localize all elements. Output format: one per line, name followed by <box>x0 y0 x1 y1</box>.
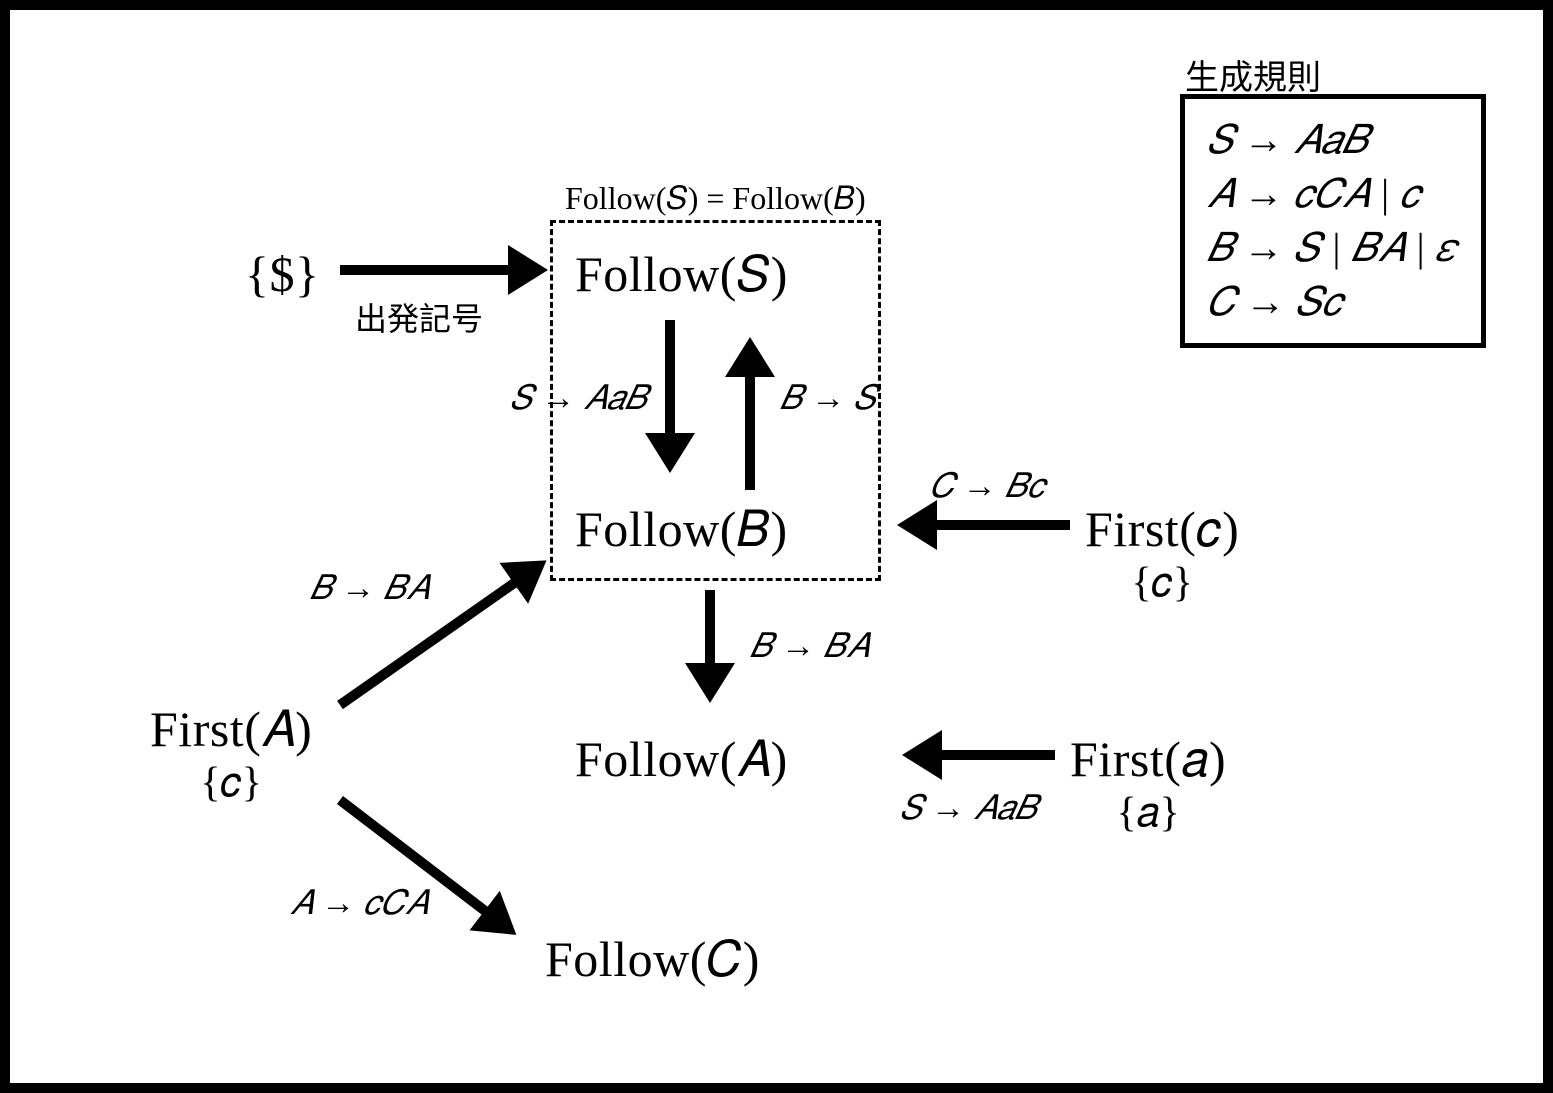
node-first-c-lower-set: {𝑐} <box>1085 559 1239 607</box>
node-follow-b: Follow(𝐵) <box>575 500 788 559</box>
node-follow-s: Follow(𝑆) <box>575 245 788 304</box>
node-first-a-upper: First(𝐴) {𝑐} <box>150 700 312 807</box>
node-first-a-upper-set: {𝑐} <box>150 759 312 807</box>
node-first-a-lower-set: {𝑎} <box>1070 789 1226 837</box>
edge-label-b-to-s: 𝐵 → 𝑆 <box>780 380 876 418</box>
rules-title: 生成規則 <box>1185 50 1321 99</box>
edge-label-firsta-to-a: 𝑆 → 𝐴𝑎𝐵 <box>900 790 1037 828</box>
node-first-c-lower-label: First(𝑐) <box>1085 500 1239 559</box>
node-follow-a: Follow(𝐴) <box>575 730 788 789</box>
edge-label-firstc-to-b: 𝐶 → 𝐵𝑐 <box>930 468 1045 506</box>
diagram-frame: 生成規則 𝑆 → 𝐴𝑎𝐵 𝐴 → 𝑐𝐶𝐴 | 𝑐 𝐵 → 𝑆 | 𝐵𝐴 | 𝜀 … <box>0 0 1553 1093</box>
rule-line: 𝐶 → 𝑆𝑐 <box>1207 275 1455 329</box>
node-follow-c: Follow(𝐶) <box>545 930 760 989</box>
node-first-a-lower: First(𝑎) {𝑎} <box>1070 730 1226 837</box>
edge-label-firstA-to-c: 𝐴 → 𝑐𝐶𝐴 <box>290 885 428 923</box>
edge-label-firstA-to-b: 𝐵 → 𝐵𝐴 <box>310 570 429 608</box>
rule-line: 𝐴 → 𝑐𝐶𝐴 | 𝑐 <box>1207 167 1455 221</box>
node-first-c-lower: First(𝑐) {𝑐} <box>1085 500 1239 607</box>
grammar-rules-box: 𝑆 → 𝐴𝑎𝐵 𝐴 → 𝑐𝐶𝐴 | 𝑐 𝐵 → 𝑆 | 𝐵𝐴 | 𝜀 𝐶 → 𝑆… <box>1180 94 1486 348</box>
node-first-a-lower-label: First(𝑎) <box>1070 730 1226 789</box>
node-dollar: {$} <box>245 245 320 303</box>
follow-sb-group-title: Follow(𝑆) = Follow(𝐵) <box>565 180 866 218</box>
rule-line: 𝑆 → 𝐴𝑎𝐵 <box>1207 113 1455 167</box>
edge-label-start-symbol: 出発記号 <box>355 294 483 340</box>
node-first-a-upper-label: First(𝐴) <box>150 700 312 759</box>
edge-label-s-to-b: 𝑆 → 𝐴𝑎𝐵 <box>510 380 647 418</box>
rule-line: 𝐵 → 𝑆 | 𝐵𝐴 | 𝜀 <box>1207 221 1455 275</box>
edge-label-b-to-a: 𝐵 → 𝐵𝐴 <box>750 628 869 666</box>
